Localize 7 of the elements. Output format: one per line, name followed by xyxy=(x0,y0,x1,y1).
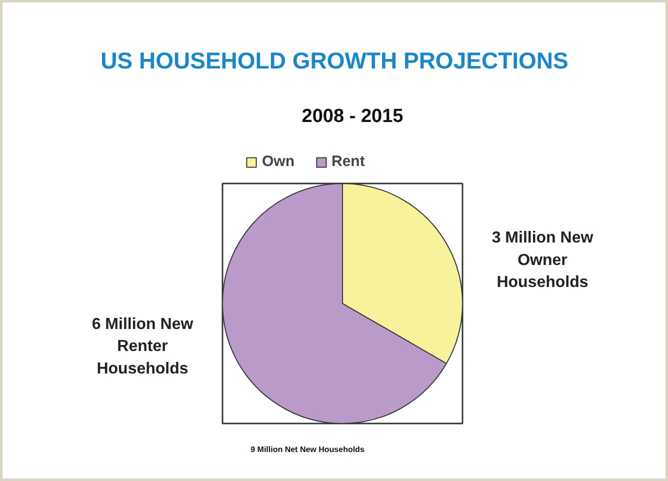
data-label: 3 Million New Owner Households xyxy=(492,230,594,291)
data-label: 6 Million New Renter Households xyxy=(92,316,194,378)
chart-subtitle: 2008 - 2015 xyxy=(302,106,404,127)
chart-title: US HOUSEHOLD GROWTH PROJECTIONS xyxy=(100,48,568,74)
legend-label: Rent xyxy=(332,153,365,170)
legend-label: Own xyxy=(262,153,294,170)
text: 9 Million Net New Households xyxy=(250,445,365,454)
